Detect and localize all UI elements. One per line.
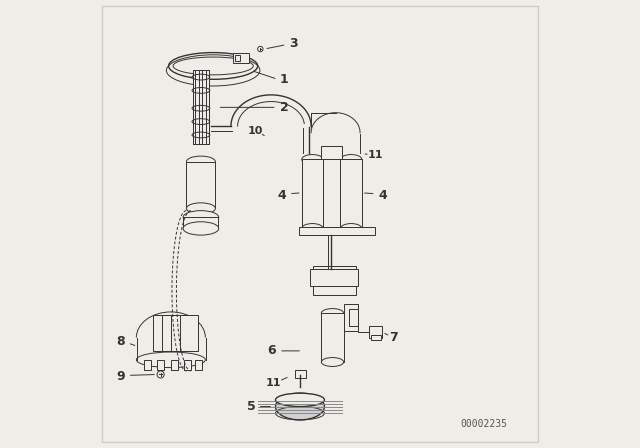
Ellipse shape	[192, 119, 210, 125]
Ellipse shape	[340, 155, 362, 164]
Text: 4: 4	[278, 189, 287, 202]
Bar	[157, 360, 164, 370]
Ellipse shape	[340, 224, 362, 233]
Ellipse shape	[136, 352, 205, 368]
Text: 1: 1	[280, 73, 289, 86]
Bar	[299, 227, 375, 235]
Bar	[195, 360, 202, 370]
Bar	[183, 217, 218, 228]
Ellipse shape	[192, 105, 210, 111]
Bar	[344, 304, 358, 331]
Bar	[314, 266, 356, 295]
Ellipse shape	[192, 74, 210, 80]
Text: 10: 10	[248, 125, 263, 135]
Text: 9: 9	[116, 370, 125, 383]
Ellipse shape	[192, 132, 210, 138]
Ellipse shape	[183, 211, 219, 224]
Ellipse shape	[321, 358, 344, 366]
Text: 5: 5	[246, 400, 255, 413]
Bar	[180, 315, 198, 351]
Text: 4: 4	[378, 189, 387, 202]
Bar	[301, 159, 323, 228]
Ellipse shape	[275, 393, 324, 420]
Bar	[193, 70, 209, 144]
Bar	[349, 309, 358, 327]
Text: 8: 8	[116, 336, 125, 349]
Bar	[171, 315, 189, 351]
Bar	[144, 360, 151, 370]
Bar	[294, 370, 306, 378]
Text: 7: 7	[389, 331, 398, 344]
Ellipse shape	[275, 393, 324, 406]
Bar	[369, 327, 382, 337]
Ellipse shape	[301, 155, 323, 164]
Ellipse shape	[183, 222, 219, 235]
Ellipse shape	[186, 203, 216, 214]
Bar	[184, 360, 191, 370]
Text: 6: 6	[268, 345, 276, 358]
Bar	[340, 159, 362, 228]
Bar	[233, 53, 249, 63]
Bar	[171, 360, 177, 370]
Ellipse shape	[301, 224, 323, 233]
Ellipse shape	[186, 156, 216, 167]
Bar	[153, 315, 171, 351]
Bar	[371, 335, 381, 340]
Ellipse shape	[168, 52, 258, 79]
Text: 11: 11	[368, 150, 383, 160]
Ellipse shape	[321, 309, 344, 318]
Text: 11: 11	[266, 379, 281, 388]
Ellipse shape	[192, 87, 210, 93]
Bar	[321, 313, 344, 362]
Bar	[234, 55, 240, 61]
Bar	[310, 268, 358, 286]
Bar	[162, 315, 180, 351]
Text: 00002235: 00002235	[460, 419, 507, 429]
Bar	[321, 146, 342, 159]
Text: 3: 3	[289, 37, 298, 50]
Bar	[186, 162, 216, 208]
Text: 2: 2	[280, 101, 289, 114]
